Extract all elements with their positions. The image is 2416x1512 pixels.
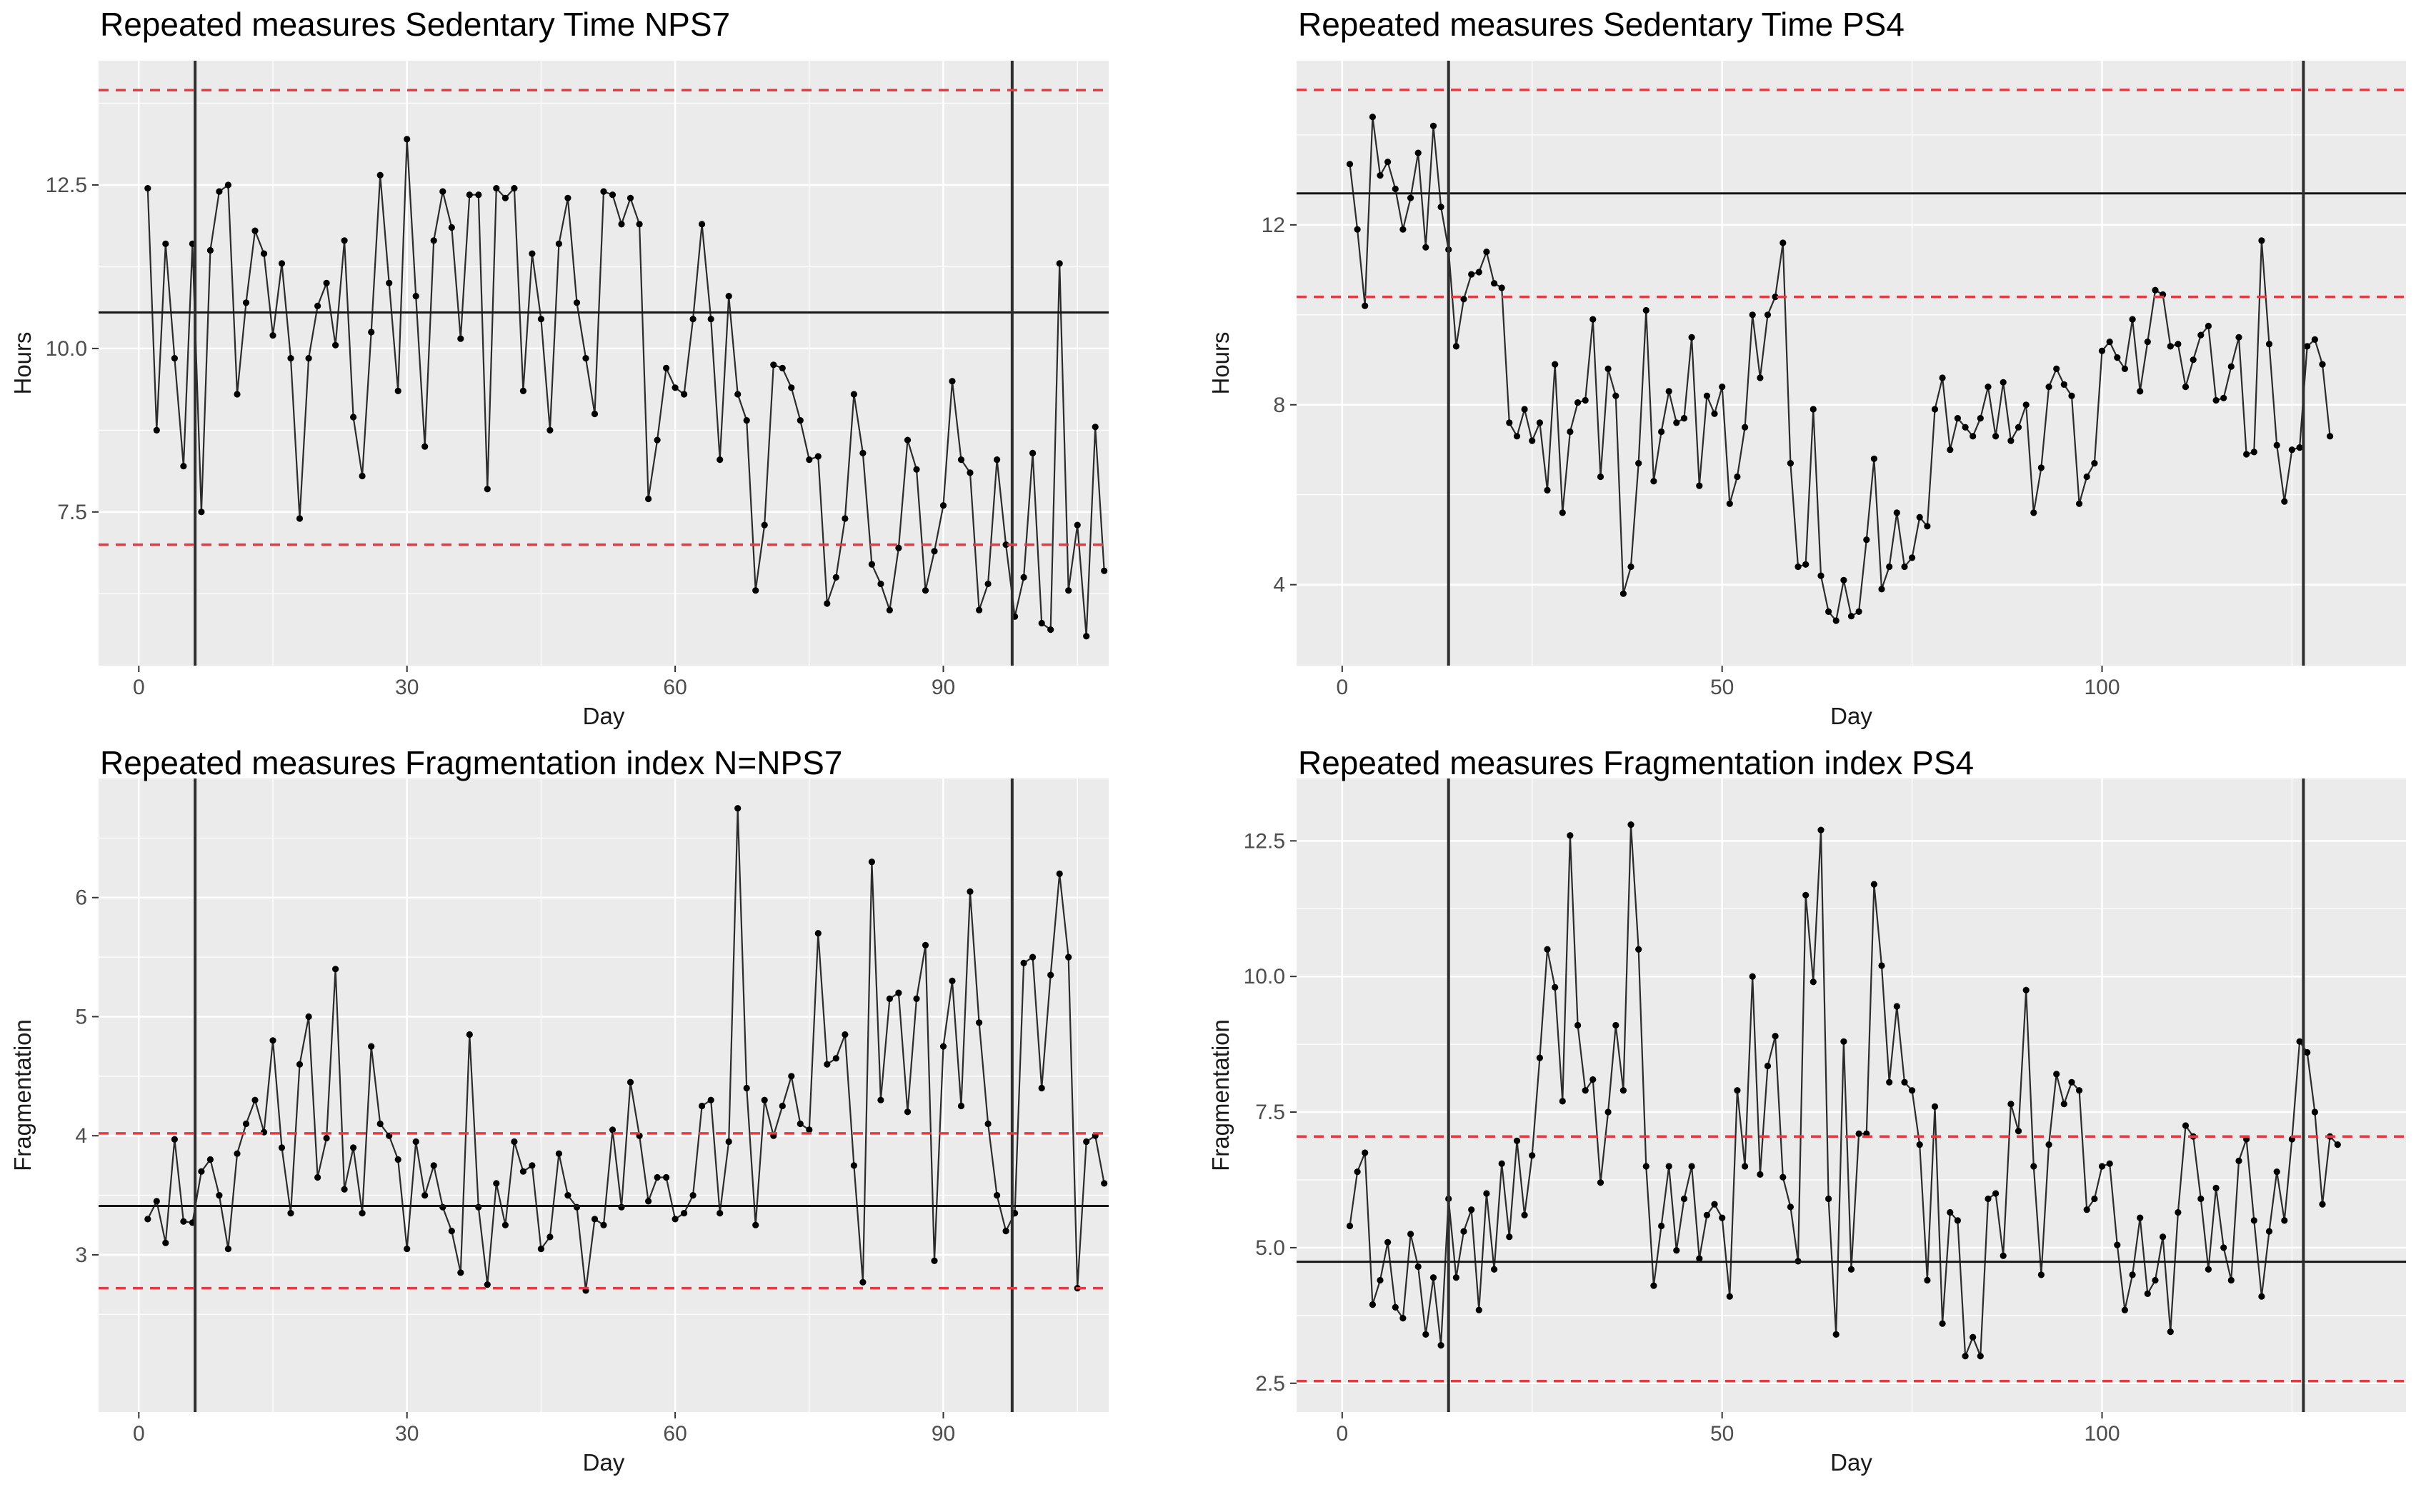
y-tick-label: 3: [75, 1243, 87, 1267]
red-reference-lines: [1297, 89, 2406, 299]
x-tick-label: 0: [133, 1422, 145, 1446]
axis-ticks: 0 50 100 4 8 12: [1262, 214, 2120, 699]
x-tick-label: 0: [1336, 1422, 1348, 1446]
series-line: [1349, 116, 2331, 622]
x-tick-label: 90: [932, 1422, 955, 1446]
x-tick-label: 60: [663, 1422, 687, 1446]
grid-major: [1297, 61, 2406, 666]
phase-change-lines: [194, 778, 1014, 1412]
red-reference-lines: [1297, 1135, 2406, 1383]
axis-ticks: 0 30 60 90 7.5 10.0 12.5: [46, 174, 956, 699]
y-tick-label: 12.5: [1244, 829, 1285, 853]
y-tick-label: 12: [1262, 214, 1285, 237]
series-points: [144, 136, 1108, 640]
grid-minor: [1297, 61, 2406, 666]
grid-major: [99, 61, 1109, 666]
chart-sedentary-time-ps4-plot: 0 50 100 4 8 12 Repeated measures Sedentary Ti…: [1208, 6, 2406, 729]
x-tick-label: 100: [2084, 676, 2120, 699]
x-tick-label: 30: [395, 1422, 419, 1446]
y-tick-label: 4: [1273, 574, 1285, 597]
chart-fragmentation-index-nps7-plot: 0 30 60 90 3 4 5 6 Repeated measures Fragmentati…: [9, 744, 1109, 1476]
x-tick-label: 0: [133, 676, 145, 699]
y-tick-label: 7.5: [1255, 1101, 1285, 1124]
y-tick-label: 5.0: [1255, 1236, 1285, 1260]
x-tick-label: 60: [663, 676, 687, 699]
x-axis-title: Day: [1830, 1449, 1872, 1476]
phase-change-lines: [1447, 61, 2305, 666]
chart-title: Repeated measures Fragmentation index PS…: [1298, 744, 1974, 781]
grid-minor: [99, 61, 1109, 666]
grid-minor: [1297, 778, 2406, 1412]
chart-fragmentation-index-ps4-plot: 0 50 100 2.5 5.0 7.5 10.0 12.5 Repeated measures…: [1208, 744, 2406, 1476]
y-axis-title: Fragmentation: [9, 1019, 36, 1171]
x-tick-label: 0: [1336, 676, 1348, 699]
grid-minor: [99, 778, 1109, 1412]
y-tick-label: 8: [1273, 394, 1285, 417]
y-tick-label: 7.5: [57, 501, 87, 524]
series-points: [1346, 821, 2341, 1360]
x-axis-title: Day: [583, 1449, 625, 1476]
plot-panel: [1297, 61, 2406, 666]
series-line: [146, 138, 1105, 637]
chart-sedentary-time-nps7: 0 30 60 90 7.5 10.0 12.5 Repeated measures Sede…: [0, 0, 1208, 743]
series-line: [146, 807, 1105, 1292]
chart-fragmentation-index-nps7: 0 30 60 90 3 4 5 6 Repeated measures Fragmentati…: [0, 743, 1208, 1512]
plot-panel: [1297, 778, 2406, 1412]
y-tick-label: 10.0: [1244, 965, 1285, 988]
phase-change-lines: [1447, 778, 2305, 1412]
chart-title: Repeated measures Fragmentation index N=…: [100, 744, 842, 781]
y-tick-label: 10.0: [46, 337, 87, 361]
y-axis-title: Hours: [1208, 331, 1234, 394]
x-axis-title: Day: [1830, 703, 1872, 729]
red-reference-lines: [99, 89, 1109, 546]
y-tick-label: 6: [75, 886, 87, 910]
chart-title: Repeated measures Sedentary Time PS4: [1298, 6, 1905, 43]
chart-fragmentation-index-ps4: 0 50 100 2.5 5.0 7.5 10.0 12.5 Repeated measures…: [1208, 743, 2416, 1512]
x-axis-title: Day: [583, 703, 625, 729]
x-tick-label: 90: [932, 676, 955, 699]
plot-panel: [99, 61, 1109, 666]
plot-panel: [99, 778, 1109, 1412]
axis-ticks: 0 50 100 2.5 5.0 7.5 10.0 12.5: [1244, 829, 2120, 1446]
x-tick-label: 30: [395, 676, 419, 699]
chart-sedentary-time-ps4: 0 50 100 4 8 12 Repeated measures Sedentary Ti…: [1208, 0, 2416, 743]
chart-title: Repeated measures Sedentary Time NPS7: [100, 6, 730, 43]
y-axis-title: Fragmentation: [1208, 1019, 1234, 1171]
y-tick-label: 5: [75, 1005, 87, 1028]
y-tick-label: 2.5: [1255, 1372, 1285, 1396]
red-reference-lines: [99, 1132, 1109, 1290]
series-points: [1346, 114, 2334, 624]
y-axis-title: Hours: [9, 331, 36, 394]
axis-ticks: 0 30 60 90 3 4 5 6: [75, 886, 955, 1446]
x-tick-label: 50: [1710, 676, 1734, 699]
y-tick-label: 12.5: [46, 174, 87, 197]
x-tick-label: 50: [1710, 1422, 1734, 1446]
chart-sedentary-time-nps7-plot: 0 30 60 90 7.5 10.0 12.5 Repeated measures Sede…: [9, 6, 1109, 729]
x-tick-label: 100: [2084, 1422, 2120, 1446]
y-tick-label: 4: [75, 1124, 87, 1148]
phase-change-lines: [194, 61, 1014, 666]
